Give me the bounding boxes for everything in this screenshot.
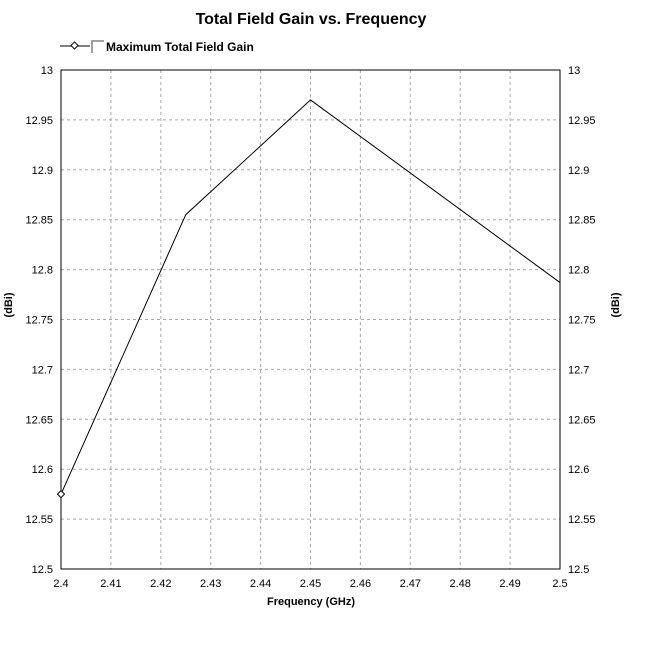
y-axis-label-right: (dBi) [610, 292, 622, 317]
y-tick-label-right: 13 [568, 65, 580, 77]
y-tick-label-right: 12.9 [568, 165, 589, 177]
x-tick-label: 2.48 [449, 578, 470, 590]
y-tick-label-right: 12.75 [568, 315, 596, 327]
y-tick-label-left: 12.55 [25, 514, 53, 526]
legend-label: Maximum Total Field Gain [106, 40, 254, 54]
legend: Maximum Total Field Gain [60, 40, 254, 54]
legend-marker [70, 41, 79, 50]
y-tick-label-left: 12.8 [32, 265, 53, 277]
y-tick-label-right: 12.95 [568, 115, 596, 127]
y-tick-label-left: 12.75 [25, 315, 53, 327]
x-axis-label: Frequency (GHz) [267, 596, 355, 608]
grid [61, 70, 560, 569]
y-tick-label-right: 12.8 [568, 265, 589, 277]
x-tick-label: 2.45 [300, 578, 321, 590]
y-tick-label-left: 12.85 [25, 215, 53, 227]
series [56, 99, 561, 499]
y-tick-label-left: 12.7 [32, 364, 53, 376]
y-tick-label-right: 12.5 [568, 564, 589, 576]
chart-title: Total Field Gain vs. Frequency [196, 11, 427, 28]
y-tick-label-right: 12.85 [568, 215, 596, 227]
y-tick-label-left: 13 [41, 65, 53, 77]
x-tick-label: 2.47 [400, 578, 421, 590]
x-tick-label: 2.49 [499, 578, 520, 590]
y-tick-label-right: 12.7 [568, 364, 589, 376]
y-tick-label-right: 12.55 [568, 514, 596, 526]
plot-frame [60, 69, 561, 570]
x-tick-label: 2.41 [100, 578, 121, 590]
x-tick-label: 2.46 [350, 578, 371, 590]
y-tick-label-left: 12.95 [25, 115, 53, 127]
y-axis-label-left: (dBi) [3, 292, 15, 317]
x-tick-label: 2.42 [150, 578, 171, 590]
x-tick-label: 2.5 [552, 578, 567, 590]
x-tick-label: 2.44 [250, 578, 271, 590]
y-tick-label-left: 12.9 [32, 165, 53, 177]
y-tick-label-right: 12.6 [568, 464, 589, 476]
y-tick-label-left: 12.65 [25, 414, 53, 426]
y-tick-label-right: 12.65 [568, 414, 596, 426]
y-tick-label-left: 12.5 [32, 564, 53, 576]
tick-labels: 2.4 2.41 2.42 2.43 2.44 2.45 2.46 2.47 2.48 2.49 2… [25, 65, 595, 590]
y-tick-label-left: 12.6 [32, 464, 53, 476]
legend-checkbox [91, 40, 104, 53]
x-tick-label: 2.4 [53, 578, 68, 590]
x-tick-label: 2.43 [200, 578, 221, 590]
data-point-marker [56, 489, 66, 499]
series-line [60, 99, 561, 495]
